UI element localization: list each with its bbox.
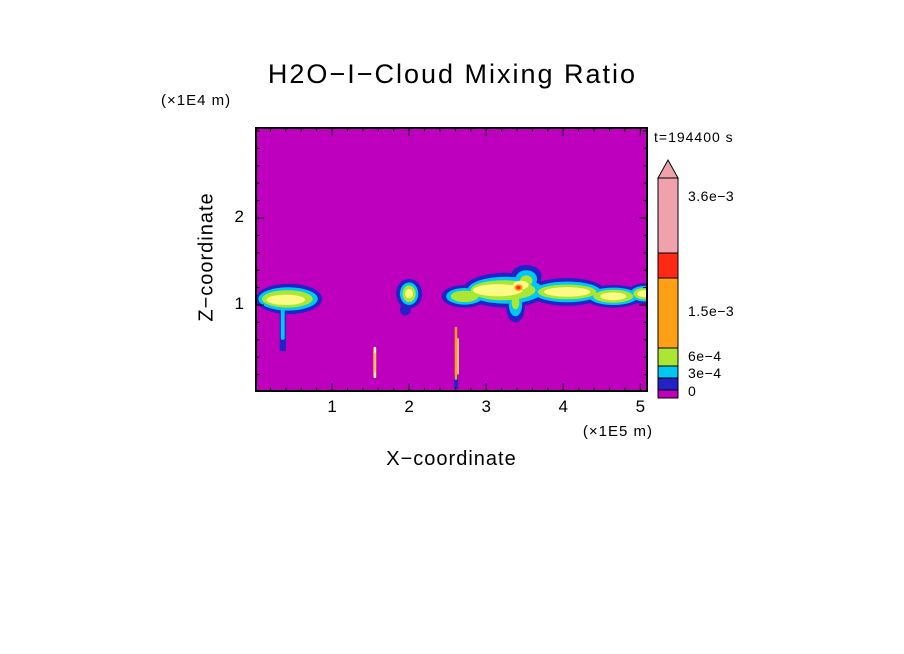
y-axis-unit-label: (×1E4 m) — [161, 92, 232, 109]
x-tick-label: 1 — [327, 397, 337, 416]
plot-svg — [255, 127, 648, 392]
x-axis-unit-label: (×1E5 m) — [582, 423, 653, 440]
y-tick-label: 2 — [234, 207, 244, 226]
time-annotation: t=194400 s — [654, 129, 734, 145]
colorbar-tick-label: 1.5e−3 — [688, 303, 735, 319]
colorbar-tick-label: 3.6e−3 — [688, 188, 735, 204]
x-tick-label: 2 — [404, 397, 414, 416]
colorbar-tick-label: 3e−4 — [688, 365, 722, 381]
plot-area — [255, 127, 648, 392]
x-tick-label: 5 — [635, 397, 646, 416]
x-axis-label: X−coordinate — [386, 448, 517, 470]
chart-title: H2O−I−Cloud Mixing Ratio — [267, 59, 638, 89]
colorbar-tick-label: 0 — [688, 383, 697, 399]
x-tick-label: 4 — [558, 397, 568, 416]
y-axis-label: Z−coordinate — [195, 192, 218, 322]
colorbar-svg — [657, 158, 679, 399]
x-tick-label: 3 — [481, 397, 491, 416]
colorbar-tick-label: 6e−4 — [688, 348, 722, 364]
y-tick-label: 1 — [234, 294, 244, 313]
